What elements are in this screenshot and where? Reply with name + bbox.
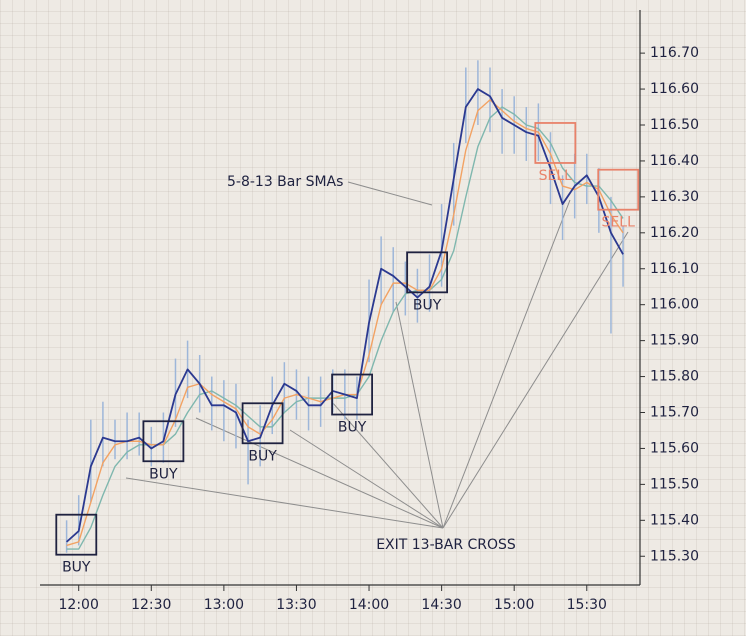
x-tick-label: 14:00 [349,597,389,613]
callout-line [442,231,629,529]
signal-label: BUY [248,448,277,464]
signal-box [55,513,98,556]
y-tick-label: 115.90 [650,333,699,349]
callout-line [195,417,444,529]
y-tick-label: 116.70 [650,45,699,61]
y-tick-label: 116.40 [650,153,699,169]
signal-box [142,420,185,463]
y-tick-label: 116.50 [650,117,699,133]
signal-label: SELL [602,215,636,231]
signal-label: BUY [62,560,91,576]
sma-label: 5-8-13 Bar SMAs [227,174,343,190]
x-tick-label: 14:30 [421,597,461,613]
x-tick-label: 15:00 [494,597,534,613]
y-tick-label: 115.40 [650,512,699,528]
y-tick-label: 115.70 [650,405,699,421]
signal-box [597,168,640,211]
signal-label: BUY [413,297,442,313]
signal-box [331,373,373,416]
callout-line [125,477,444,529]
callout-line [331,401,444,529]
callout-line [289,429,444,529]
y-tick-label: 116.10 [650,261,699,277]
x-tick-label: 12:00 [59,597,99,613]
x-tick-label: 15:30 [567,597,607,613]
signal-box [406,251,448,294]
callout-lines [125,181,629,529]
signal-label: BUY [338,420,367,436]
sma-line [66,88,624,543]
y-tick-label: 115.30 [650,548,699,564]
signal-box [534,122,577,164]
signal-label: BUY [149,466,178,482]
y-tick-label: 115.60 [650,440,699,456]
signal-label: SELL [539,168,573,184]
y-tick-label: 116.00 [650,297,699,313]
callout-line [395,301,444,529]
x-tick-label: 12:30 [131,597,171,613]
exit-label: EXIT 13-BAR CROSS [376,537,516,553]
y-tick-label: 116.60 [650,81,699,97]
y-tick-label: 115.80 [650,369,699,385]
signal-box [241,402,284,445]
x-tick-label: 13:00 [204,597,244,613]
x-tick-label: 13:30 [276,597,316,613]
y-tick-label: 116.20 [650,225,699,241]
y-tick-label: 115.50 [650,476,699,492]
callout-line [347,181,433,206]
callout-line [442,199,571,529]
y-tick-label: 116.30 [650,189,699,205]
